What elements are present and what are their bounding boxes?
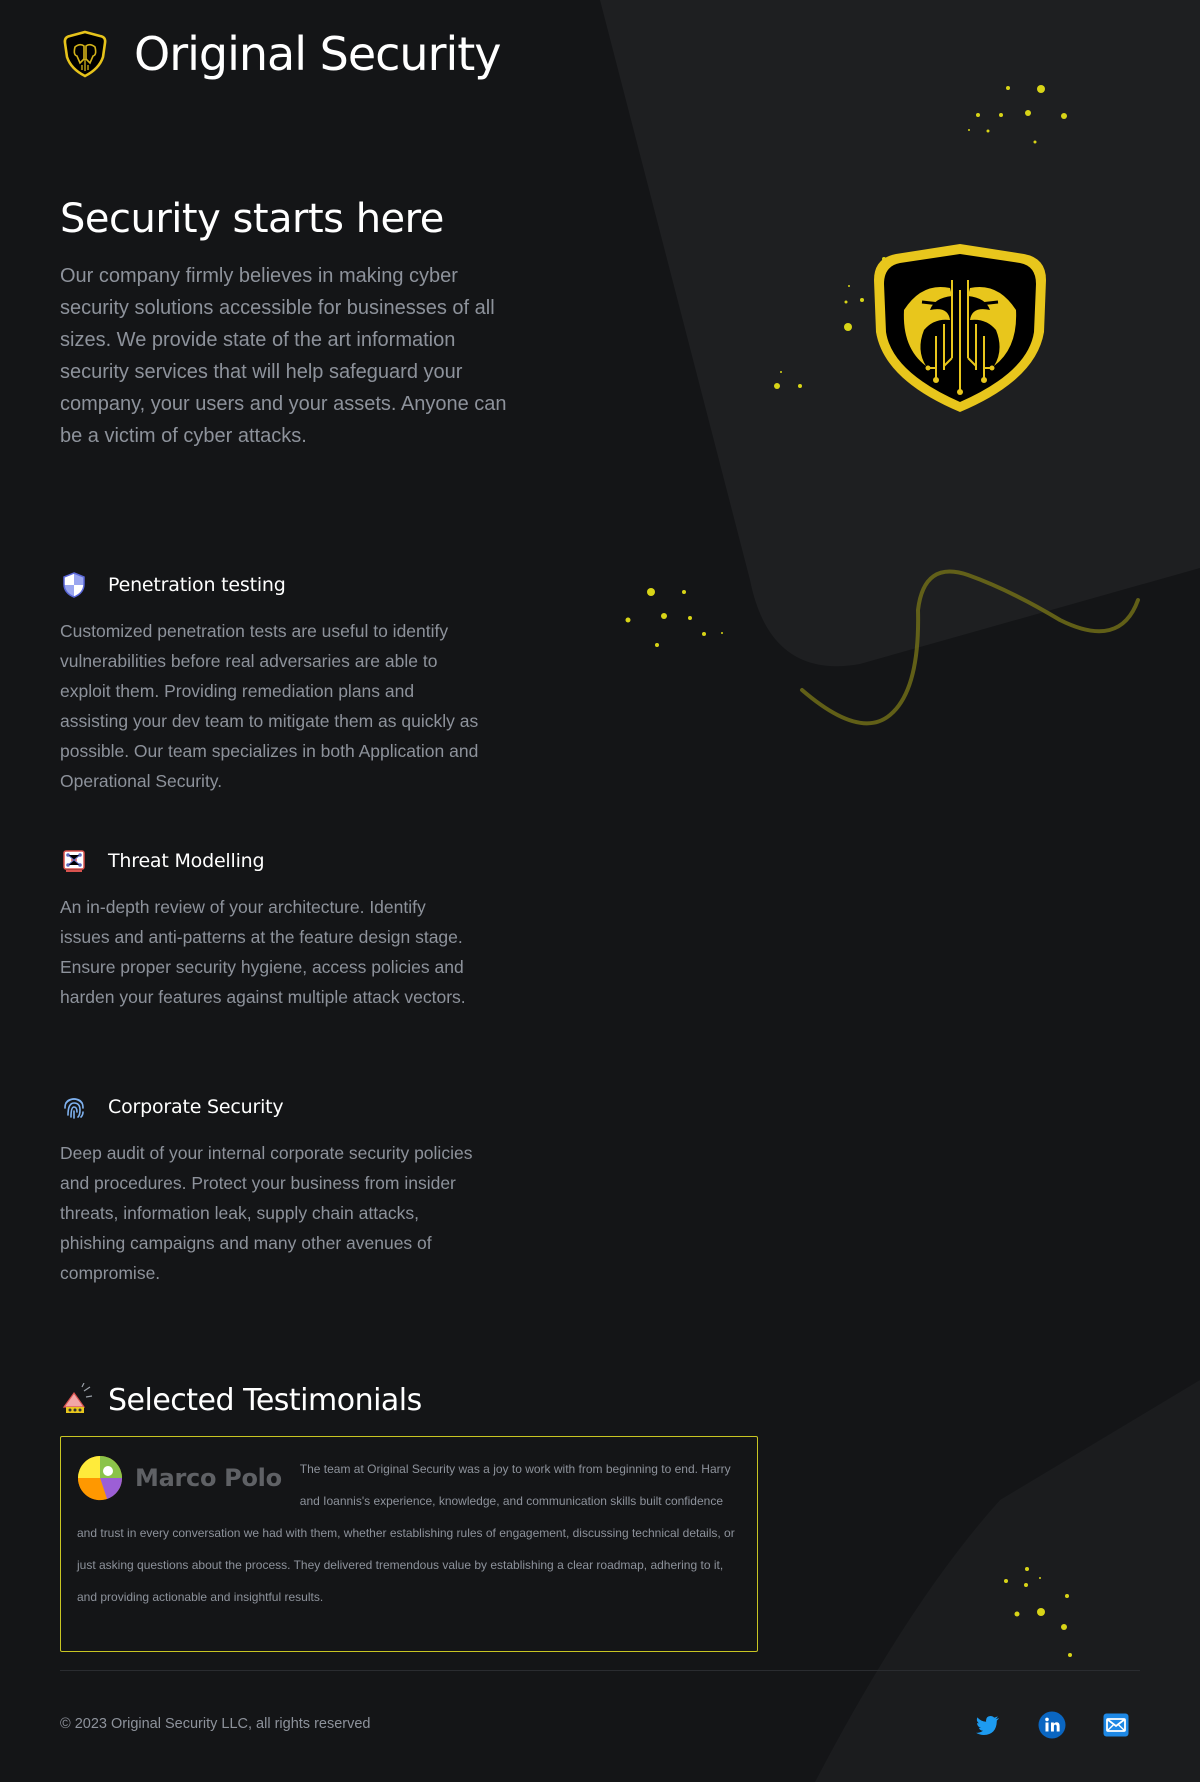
service-title: Corporate Security (108, 1096, 284, 1118)
marco-polo-logo-icon (77, 1456, 123, 1501)
hero-description: Our company firmly believes in making cy… (60, 265, 507, 447)
testimonial-card: Marco Polo The team at Original Security… (60, 1436, 758, 1652)
service-corporate-security: Corporate Security Deep audit of your in… (60, 1090, 480, 1288)
client-name: Marco Polo (135, 1464, 282, 1492)
network-diagram-icon (63, 850, 85, 872)
twitter-icon[interactable] (974, 1711, 1002, 1739)
site-header: Original Security (60, 24, 502, 84)
email-icon[interactable] (1102, 1711, 1130, 1739)
service-description: Customized penetration tests are useful … (60, 621, 479, 791)
service-title: Threat Modelling (108, 850, 265, 872)
service-title: Penetration testing (108, 574, 286, 596)
eagle-circuit-shield-icon (874, 244, 1046, 412)
client-badge: Marco Polo (77, 1453, 282, 1503)
footer-divider (60, 1670, 1140, 1671)
brand-name[interactable]: Original Security (134, 27, 502, 81)
hero-section: Security starts here Our company firmly … (60, 196, 520, 452)
service-description: Deep audit of your internal corporate se… (60, 1143, 473, 1283)
testimonials-header: Selected Testimonials (60, 1376, 422, 1424)
service-description: An in-depth review of your architecture.… (60, 897, 466, 1007)
hero-title: Security starts here (60, 196, 444, 242)
shield-icon (63, 572, 85, 598)
service-threat-modelling: Threat Modelling An in-depth review of y… (60, 844, 480, 1012)
eagle-shield-logo-icon[interactable] (60, 29, 110, 79)
linkedin-icon[interactable] (1038, 1711, 1066, 1739)
megaphone-icon (62, 1383, 93, 1413)
copyright-text: © 2023 Original Security LLC, all rights… (60, 1716, 371, 1732)
fingerprint-icon (64, 1098, 84, 1119)
service-penetration-testing: Penetration testing Customized penetrati… (60, 568, 480, 796)
testimonial-quote: The team at Original Security was a joy … (77, 1462, 735, 1604)
testimonials-title: Selected Testimonials (108, 1382, 422, 1418)
